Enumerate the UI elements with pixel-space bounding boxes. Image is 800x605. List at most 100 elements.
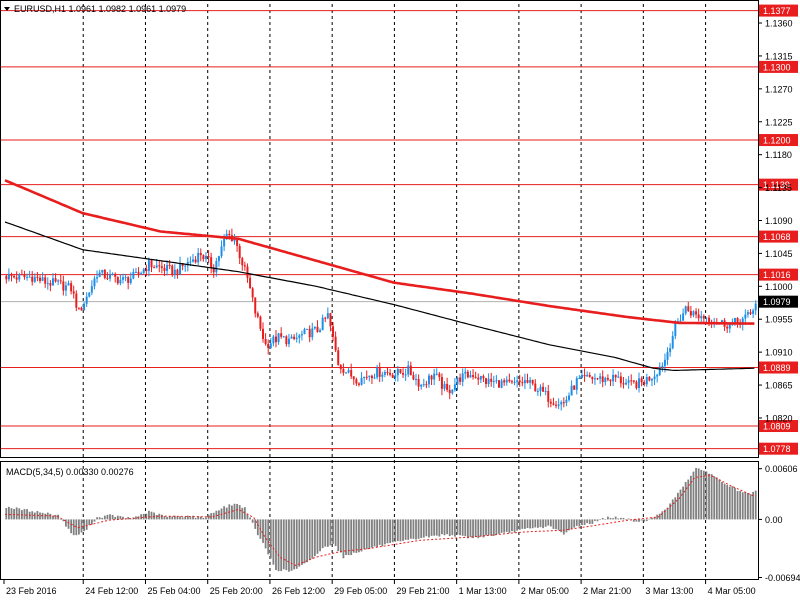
candle-body bbox=[236, 239, 239, 246]
macd-bar bbox=[360, 519, 363, 552]
macd-bar bbox=[225, 507, 228, 520]
candle-body bbox=[199, 252, 202, 256]
candle-body bbox=[72, 291, 75, 294]
macd-bar bbox=[731, 486, 734, 520]
y-tick-label: 1.0865 bbox=[765, 381, 793, 391]
candle-body bbox=[298, 335, 301, 338]
candle-body bbox=[103, 269, 106, 278]
macd-bar bbox=[98, 517, 101, 520]
macd-bar bbox=[350, 519, 353, 556]
macd-bar bbox=[710, 474, 713, 520]
macd-bar bbox=[581, 519, 583, 526]
candle-body bbox=[334, 336, 337, 351]
macd-bar bbox=[39, 512, 41, 520]
candle-body bbox=[456, 377, 459, 385]
macd-bar bbox=[622, 517, 625, 520]
macd-bar bbox=[638, 519, 640, 522]
macd-bar bbox=[46, 512, 49, 520]
candle-body bbox=[557, 404, 560, 406]
candle-body bbox=[544, 391, 547, 393]
macd-bar bbox=[192, 515, 194, 520]
candle-body bbox=[705, 317, 708, 319]
level-label: 1.1377 bbox=[763, 6, 791, 16]
macd-bar bbox=[319, 519, 321, 552]
candle-body bbox=[682, 313, 685, 321]
x-tick-label: 29 Feb 05:00 bbox=[334, 586, 387, 596]
candle-body bbox=[212, 267, 215, 273]
macd-bar bbox=[443, 519, 446, 536]
macd-tick-label: 0.00606 bbox=[765, 464, 798, 474]
macd-bar bbox=[404, 519, 407, 540]
macd-bar bbox=[288, 519, 290, 572]
candle-body bbox=[593, 378, 596, 380]
candle-body bbox=[381, 374, 384, 377]
macd-bar bbox=[656, 514, 659, 520]
macd-bar bbox=[7, 506, 10, 520]
candle-body bbox=[77, 307, 80, 309]
candle-body bbox=[606, 377, 609, 380]
candle-body bbox=[59, 280, 62, 282]
candle-body bbox=[736, 318, 739, 323]
candle-body bbox=[51, 278, 54, 286]
candle-body bbox=[650, 379, 653, 381]
x-tick-label: 4 Mar 05:00 bbox=[708, 586, 756, 596]
candle-body bbox=[111, 273, 114, 275]
macd-bar bbox=[708, 473, 710, 520]
macd-bar bbox=[329, 519, 332, 546]
candle-body bbox=[383, 372, 386, 375]
macd-bar bbox=[202, 517, 205, 520]
x-tick-label: 29 Feb 21:00 bbox=[396, 586, 449, 596]
macd-bar bbox=[142, 513, 145, 520]
candle-body bbox=[583, 374, 586, 377]
macd-bar bbox=[342, 519, 345, 559]
candle-body bbox=[342, 369, 345, 373]
candle-body bbox=[446, 383, 449, 390]
candle-body bbox=[280, 333, 283, 337]
candle-body bbox=[259, 316, 262, 329]
macd-bar bbox=[93, 519, 96, 522]
ma-slow-line bbox=[4, 179, 755, 325]
candle-body bbox=[129, 278, 132, 283]
candle-body bbox=[249, 277, 252, 289]
candle-body bbox=[106, 277, 109, 279]
macd-bar bbox=[739, 490, 742, 520]
level-label: 1.1200 bbox=[763, 136, 791, 146]
macd-bar bbox=[705, 471, 708, 520]
candle-body bbox=[640, 378, 643, 383]
candle-body bbox=[689, 311, 692, 316]
candle-body bbox=[355, 379, 358, 384]
macd-bar bbox=[513, 519, 516, 533]
candle-body bbox=[49, 283, 52, 286]
macd-bar bbox=[505, 519, 508, 532]
macd-bar bbox=[166, 517, 168, 520]
macd-bar bbox=[531, 519, 534, 529]
macd-bar bbox=[352, 519, 355, 553]
candle-body bbox=[256, 313, 259, 317]
candle-body bbox=[217, 256, 220, 262]
candle-body bbox=[638, 378, 641, 389]
macd-bar bbox=[111, 514, 114, 520]
candle-body bbox=[560, 402, 563, 405]
macd-bar bbox=[267, 519, 270, 555]
macd-bar bbox=[311, 519, 314, 559]
candle-body bbox=[671, 336, 674, 349]
macd-bar bbox=[500, 519, 503, 533]
macd-bar bbox=[417, 519, 420, 539]
candle-body bbox=[666, 352, 669, 360]
candle-body bbox=[513, 382, 516, 384]
level-label: 1.0809 bbox=[763, 422, 791, 432]
candle-body bbox=[368, 375, 371, 378]
candle-body bbox=[658, 366, 661, 375]
candle-body bbox=[394, 375, 397, 378]
candle-body bbox=[75, 293, 78, 308]
candle-body bbox=[363, 376, 366, 378]
candle-body bbox=[10, 273, 13, 277]
macd-bar bbox=[396, 519, 399, 542]
macd-bar bbox=[415, 519, 417, 540]
candle-body bbox=[44, 277, 47, 284]
chevron-down-icon[interactable] bbox=[4, 7, 10, 11]
macd-bar bbox=[106, 514, 109, 520]
macd-bar bbox=[544, 519, 547, 527]
